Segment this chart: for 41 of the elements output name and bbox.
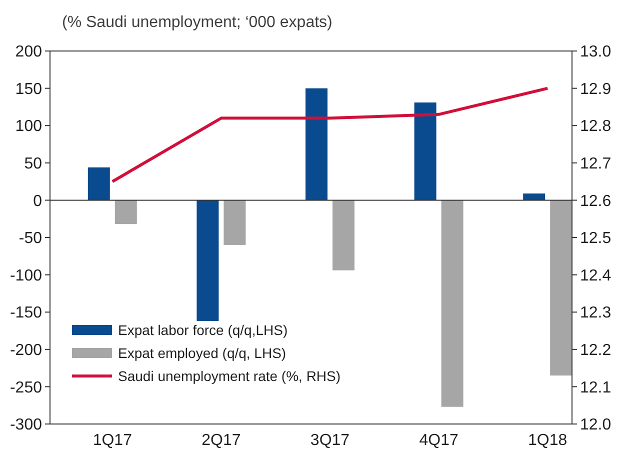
y2-tick-label: 12.7 xyxy=(580,156,612,172)
y2-tick-label: 12.3 xyxy=(580,304,612,322)
x-tick-label: 1Q18 xyxy=(528,432,568,449)
y-tick-label: -150 xyxy=(10,304,42,322)
y-tick-label: -50 xyxy=(18,230,42,248)
y-tick-label: -300 xyxy=(10,416,42,434)
y2-tick-label: 12.4 xyxy=(580,267,612,284)
y-tick-label: -100 xyxy=(10,267,42,284)
y-tick-label: -200 xyxy=(10,342,42,359)
y-tick-label: 200 xyxy=(15,44,42,61)
y-tick-label: 50 xyxy=(24,156,42,172)
y2-tick-label: 12.0 xyxy=(580,416,612,434)
x-tick-label: 4Q17 xyxy=(419,432,458,449)
bar xyxy=(550,200,572,376)
y-tick-label: 150 xyxy=(15,80,42,98)
bar xyxy=(414,102,436,200)
y-tick-label: 0 xyxy=(33,192,42,210)
y2-tick-label: 12.8 xyxy=(580,118,612,136)
y2-tick-label: 12.6 xyxy=(580,192,612,210)
y-tick-label: 100 xyxy=(15,118,42,136)
line-series xyxy=(110,86,550,184)
bar xyxy=(332,200,354,270)
x-tick-label: 1Q17 xyxy=(92,432,132,449)
y-tick-label: -250 xyxy=(10,379,42,396)
bar xyxy=(196,200,219,322)
bar xyxy=(88,167,110,200)
legend-label: Saudi unemployment rate (%, RHS) xyxy=(118,368,341,384)
y2-tick-label: 12.2 xyxy=(580,342,612,359)
bar xyxy=(224,200,246,245)
x-tick-label: 2Q17 xyxy=(202,432,241,449)
bar xyxy=(441,200,464,407)
bar xyxy=(114,200,137,224)
legend-label: Expat employed (q/q, LHS) xyxy=(118,344,286,361)
chart-subtitle: (% Saudi unemployment; ‘000 expats) xyxy=(62,14,332,31)
y2-tick-label: 12.9 xyxy=(580,80,612,98)
x-tick-label: 3Q17 xyxy=(310,432,350,449)
y2-tick-label: 12.5 xyxy=(580,230,612,248)
bar xyxy=(306,88,328,200)
y2-tick-label: 12.1 xyxy=(580,379,612,396)
legend-label: Expat labor force (q/q,LHS) xyxy=(118,322,288,338)
y2-tick-label: 13.0 xyxy=(580,44,612,61)
